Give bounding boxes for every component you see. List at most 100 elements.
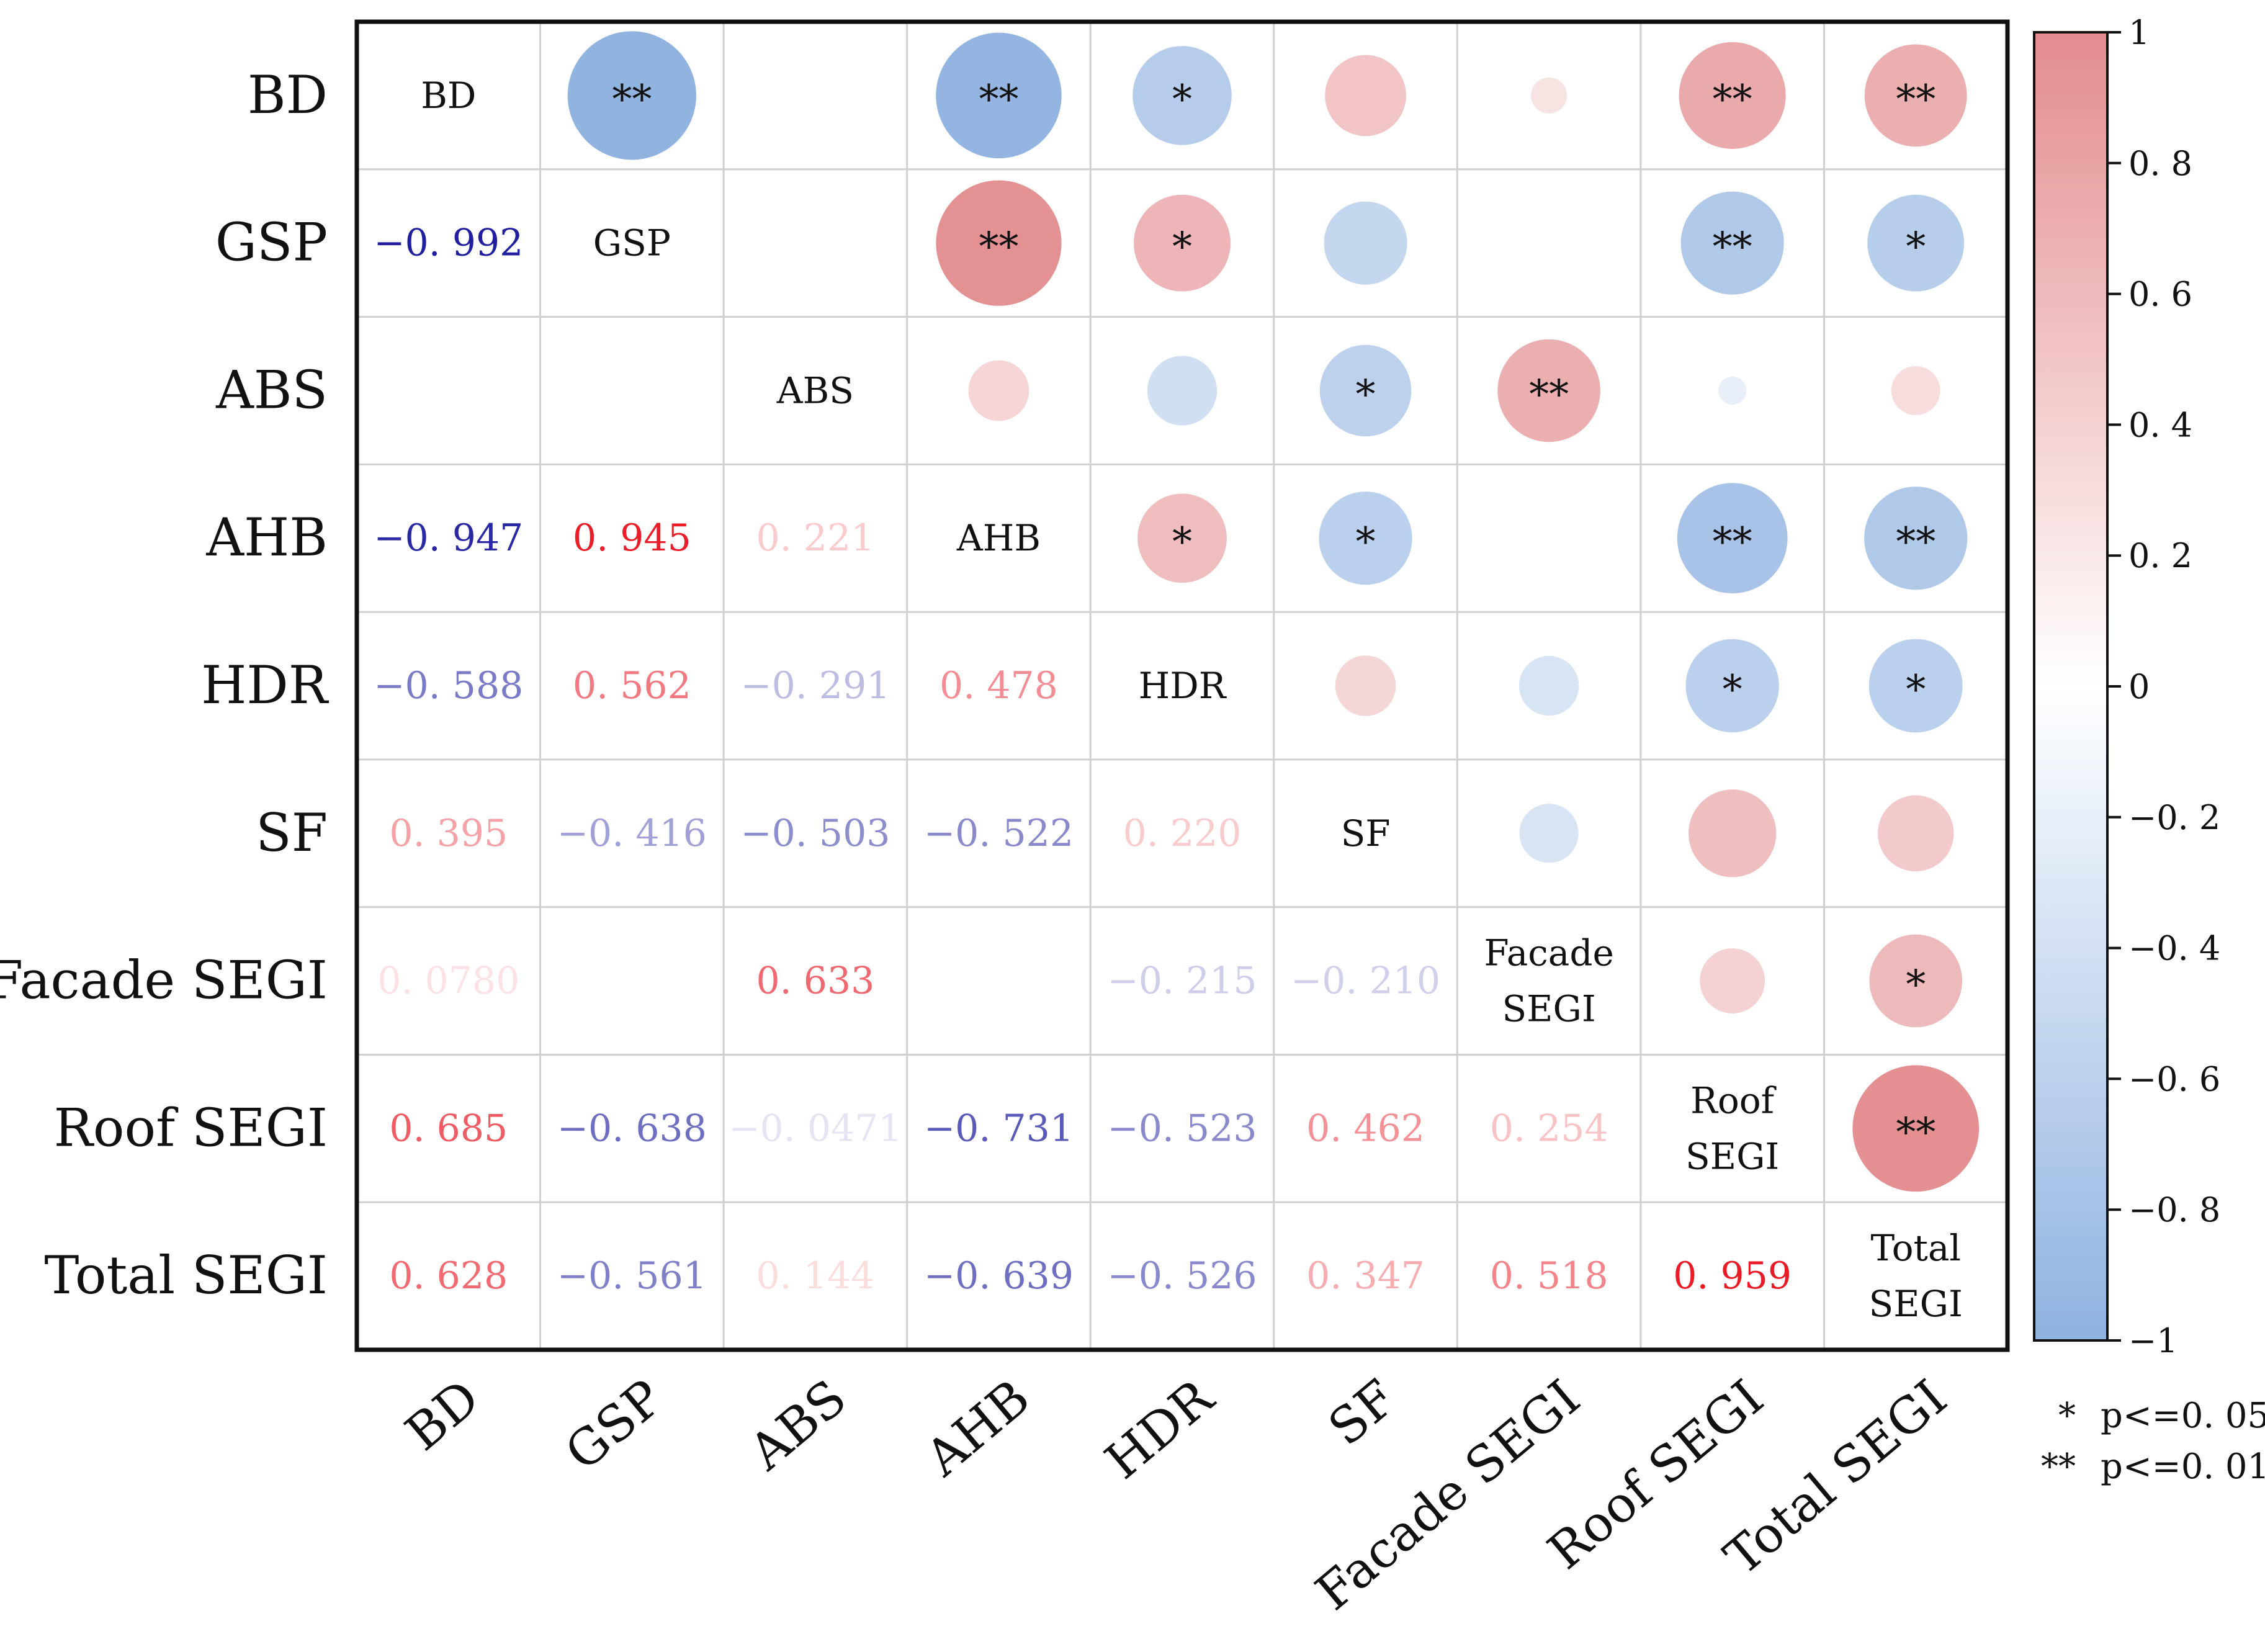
colorbar-tick-label: −0. 4 (2128, 929, 2220, 968)
significance-stars: * (1906, 667, 1926, 713)
significance-stars: * (1172, 519, 1192, 565)
corr-circle-abs-facade-segi (1497, 339, 1600, 442)
corr-circle-ahb-roof-segi (1677, 483, 1788, 594)
legend-label: p<=0. 01 (2101, 1447, 2265, 1487)
colorbar-tick-label: −1 (2128, 1321, 2178, 1360)
col-label-ahb: AHB (914, 1368, 1040, 1488)
significance-stars: * (1906, 225, 1926, 271)
colorbar-tick-label: 0. 6 (2128, 275, 2192, 314)
corr-circle-bd-facade-segi (1531, 77, 1568, 114)
significance-stars: * (1356, 372, 1376, 418)
significance-stars: * (1172, 77, 1192, 123)
corr-circle-sf-facade-segi (1519, 804, 1579, 863)
significance-stars: ** (1896, 77, 1935, 123)
colorbar-tick-label: 0. 4 (2128, 405, 2192, 444)
legend-label: p<=0. 05 (2101, 1396, 2265, 1436)
coef-label-total-segi-ahb: −0. 639 (924, 1254, 1074, 1298)
colorbar-tick-label: −0. 6 (2128, 1059, 2220, 1098)
coef-label-roof-segi-hdr: −0. 523 (1107, 1107, 1257, 1150)
corr-circle-bd-ahb (936, 32, 1062, 159)
colorbar-tick-label: 0. 8 (2128, 144, 2192, 183)
col-label-hdr: HDR (1095, 1368, 1226, 1491)
coef-label-gsp-bd: −0. 992 (374, 222, 523, 265)
significance-stars: * (1723, 667, 1742, 713)
coef-label-hdr-ahb: 0. 478 (940, 664, 1058, 707)
row-label-gsp: GSP (215, 212, 328, 273)
col-label-bd: BD (395, 1368, 490, 1461)
coef-label-roof-segi-sf: 0. 462 (1306, 1107, 1425, 1150)
diagonal-label-bd: BD (421, 74, 476, 117)
significance-stars: * (1356, 519, 1376, 565)
corr-circle-bd-roof-segi (1679, 42, 1786, 149)
significance-stars: * (1172, 225, 1192, 271)
matrix-frame (354, 19, 2010, 1352)
coef-label-roof-segi-ahb: −0. 731 (924, 1107, 1074, 1150)
corr-circle-ahb-total-segi (1864, 487, 1968, 590)
diagonal-label-abs: ABS (776, 369, 854, 411)
coef-label-sf-ahb: −0. 522 (924, 812, 1074, 855)
coef-label-total-segi-hdr: −0. 526 (1107, 1254, 1257, 1298)
significance-legend: * p<=0. 05 ** p<=0. 01 (2041, 1396, 2265, 1487)
diagonal-label-sf: SF (1341, 812, 1391, 855)
coef-label-total-segi-facade-segi: 0. 518 (1490, 1254, 1608, 1298)
corr-circle-facade-segi-roof-segi (1700, 948, 1765, 1013)
colorbar-tick-label: −0. 8 (2128, 1190, 2220, 1229)
corr-circle-hdr-total-segi (1868, 639, 1963, 733)
colorbar: 1 0. 8 0. 6 0. 4 0. 2 0 −0. 2 −0. 4 −0. 6 −0. 8 −1 (2033, 13, 2220, 1360)
corr-circle-abs-sf (1319, 344, 1412, 437)
legend-symbol: ** (2041, 1447, 2076, 1487)
row-label-total-segi: Total SEGI (44, 1245, 328, 1306)
coef-label-sf-abs: −0. 503 (740, 812, 890, 855)
legend-symbol: * (2058, 1396, 2076, 1436)
corr-circle-sf-total-segi (1877, 795, 1954, 872)
significance-stars: ** (979, 225, 1018, 271)
coef-label-facade-segi-hdr: −0. 215 (1107, 959, 1257, 1003)
coef-label-ahb-abs: 0. 221 (756, 516, 874, 560)
corr-circle-gsp-hdr (1134, 194, 1231, 292)
corr-circle-bd-sf (1325, 55, 1406, 137)
corr-circle-abs-ahb (968, 360, 1029, 421)
corr-circle-bd-total-segi (1864, 44, 1967, 147)
coef-label-total-segi-abs: 0. 144 (756, 1254, 874, 1298)
coef-label-ahb-bd: −0. 947 (374, 516, 523, 560)
significance-stars: * (1906, 963, 1926, 1008)
coef-label-facade-segi-bd: 0. 0780 (377, 959, 519, 1003)
corr-circle-bd-hdr (1132, 46, 1232, 145)
corr-circle-roof-segi-total-segi (1852, 1065, 1980, 1192)
coef-label-hdr-abs: −0. 291 (740, 664, 890, 707)
corr-circle-abs-roof-segi (1718, 376, 1747, 405)
coef-label-roof-segi-gsp: −0. 638 (557, 1107, 707, 1150)
significance-stars: ** (1896, 1110, 1935, 1156)
coef-label-facade-segi-abs: 0. 633 (756, 959, 874, 1003)
significance-stars: ** (1529, 372, 1569, 418)
row-label-roof-segi: Roof SEGI (54, 1097, 328, 1158)
corr-circle-gsp-ahb (936, 180, 1062, 306)
significance-stars: ** (1713, 77, 1752, 123)
col-label-gsp: GSP (555, 1368, 674, 1481)
coef-label-facade-segi-sf: −0. 210 (1291, 959, 1440, 1003)
coef-label-roof-segi-facade-segi: 0. 254 (1490, 1107, 1608, 1150)
corr-circle-bd-gsp (567, 31, 696, 160)
coef-label-ahb-gsp: 0. 945 (573, 516, 691, 560)
row-label-sf: SF (256, 802, 328, 863)
diagonal-label-total-segi: Total SEGI (1869, 1227, 1963, 1325)
coef-label-hdr-bd: −0. 588 (374, 664, 523, 707)
significance-stars: ** (1896, 519, 1935, 565)
colorbar-tick-label: 0. 2 (2128, 536, 2192, 575)
significance-stars: ** (1713, 519, 1752, 565)
coef-label-roof-segi-abs: −0. 0471 (729, 1107, 902, 1150)
corr-circle-ahb-hdr (1137, 493, 1227, 583)
corr-circle-abs-total-segi (1891, 366, 1940, 415)
coef-label-hdr-gsp: 0. 562 (573, 664, 691, 707)
corr-circle-sf-roof-segi (1688, 789, 1777, 878)
corr-circle-hdr-roof-segi (1685, 639, 1779, 733)
col-label-abs: ABS (738, 1368, 857, 1481)
diagonal-label-roof-segi: Roof SEGI (1685, 1079, 1779, 1177)
significance-stars: ** (979, 77, 1018, 123)
colorbar-tick-label: −0. 2 (2128, 798, 2220, 837)
corr-circle-gsp-roof-segi (1680, 191, 1784, 295)
diagonal-label-hdr: HDR (1139, 665, 1227, 707)
diagonal-label-ahb: AHB (956, 517, 1041, 559)
corr-circle-gsp-total-segi (1867, 194, 1965, 292)
